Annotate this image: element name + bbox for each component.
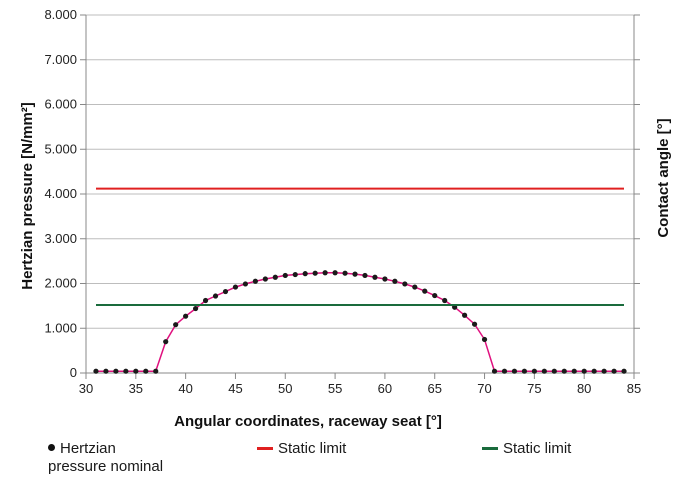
legend-item-hertzian-pressure: Hertzian pressure nominal xyxy=(48,440,163,476)
data-point xyxy=(442,297,448,304)
data-point xyxy=(93,368,99,374)
data-point xyxy=(471,321,478,327)
data-point xyxy=(292,271,298,278)
data-point xyxy=(252,278,258,284)
data-point xyxy=(601,368,607,374)
data-point xyxy=(123,368,129,374)
data-point xyxy=(621,368,627,374)
y-tick-label: 5.000 xyxy=(44,141,77,156)
y-tick-label: 7.000 xyxy=(44,52,77,67)
x-tick-label: 30 xyxy=(79,381,93,396)
data-point xyxy=(173,322,179,328)
data-point xyxy=(591,368,597,374)
data-point xyxy=(272,274,278,280)
x-tick-label: 50 xyxy=(278,381,292,396)
x-axis-title: Angular coordinates, raceway seat [°] xyxy=(174,413,442,430)
y2-axis-title: Contact angle [°] xyxy=(655,118,672,237)
data-point xyxy=(193,305,199,312)
x-tick-label: 35 xyxy=(129,381,143,396)
legend-item-static-limit-red: Static limit xyxy=(257,440,346,458)
x-tick-label: 60 xyxy=(378,381,392,396)
x-tick-label: 75 xyxy=(527,381,541,396)
data-point xyxy=(262,276,268,282)
data-point xyxy=(531,368,537,374)
data-point xyxy=(143,368,149,374)
data-point xyxy=(611,368,617,374)
data-point xyxy=(481,336,488,343)
red-line-icon xyxy=(257,446,273,450)
data-point xyxy=(103,368,109,374)
data-point xyxy=(561,368,567,374)
data-point xyxy=(392,278,398,284)
series-line-hertzian-pressure xyxy=(96,272,624,372)
dot-marker-icon xyxy=(48,443,55,451)
y-tick-label: 2.000 xyxy=(44,276,77,291)
data-point xyxy=(491,368,498,374)
y-tick-label: 1.000 xyxy=(44,320,77,335)
y-tick-label: 8.000 xyxy=(44,7,77,22)
x-tick-label: 55 xyxy=(328,381,342,396)
y-tick-label: 4.000 xyxy=(44,186,77,201)
y-tick-label: 6.000 xyxy=(44,97,77,112)
data-point xyxy=(412,284,418,290)
data-point xyxy=(462,312,468,318)
data-point xyxy=(422,288,428,294)
y-tick-label: 3.000 xyxy=(44,231,77,246)
y-axis-title: Hertzian pressure [N/mm²] xyxy=(19,102,36,290)
data-point xyxy=(432,292,438,299)
x-tick-label: 85 xyxy=(627,381,641,396)
data-point xyxy=(571,368,577,374)
data-point xyxy=(312,270,318,276)
data-point xyxy=(342,270,348,276)
x-tick-label: 80 xyxy=(577,381,591,396)
legend-label-hertzian-line2: pressure nominal xyxy=(48,458,164,475)
legend-label-hertzian-line1: Hertzian xyxy=(60,440,116,457)
legend-label-static-limit-red: Static limit xyxy=(278,440,347,457)
data-point xyxy=(113,368,119,374)
x-tick-label: 70 xyxy=(477,381,491,396)
x-tick-label: 65 xyxy=(427,381,441,396)
data-point xyxy=(541,368,547,374)
green-line-icon xyxy=(482,446,498,450)
data-point xyxy=(332,270,338,276)
data-point xyxy=(242,281,249,287)
data-point xyxy=(183,313,189,319)
data-point xyxy=(372,274,378,280)
data-point xyxy=(212,293,219,299)
data-point xyxy=(581,368,587,374)
data-point xyxy=(501,368,508,374)
legend-label-static-limit-green: Static limit xyxy=(503,440,572,457)
x-tick-label: 45 xyxy=(228,381,242,396)
y-tick-label: 0 xyxy=(70,365,77,380)
data-point xyxy=(153,368,159,374)
data-point xyxy=(521,368,528,374)
data-point xyxy=(382,276,388,282)
data-point xyxy=(511,368,518,374)
data-point xyxy=(551,368,557,374)
data-point xyxy=(222,288,229,295)
data-point xyxy=(232,284,239,290)
data-point xyxy=(322,270,328,276)
legend-item-static-limit-green: Static limit xyxy=(482,440,571,458)
data-point xyxy=(202,297,209,304)
data-point xyxy=(302,271,308,277)
x-tick-label: 40 xyxy=(178,381,192,396)
data-point xyxy=(163,339,169,345)
data-point xyxy=(133,368,139,374)
data-point xyxy=(362,272,368,279)
data-point xyxy=(402,281,408,287)
data-point xyxy=(282,272,288,279)
data-point xyxy=(352,271,358,277)
